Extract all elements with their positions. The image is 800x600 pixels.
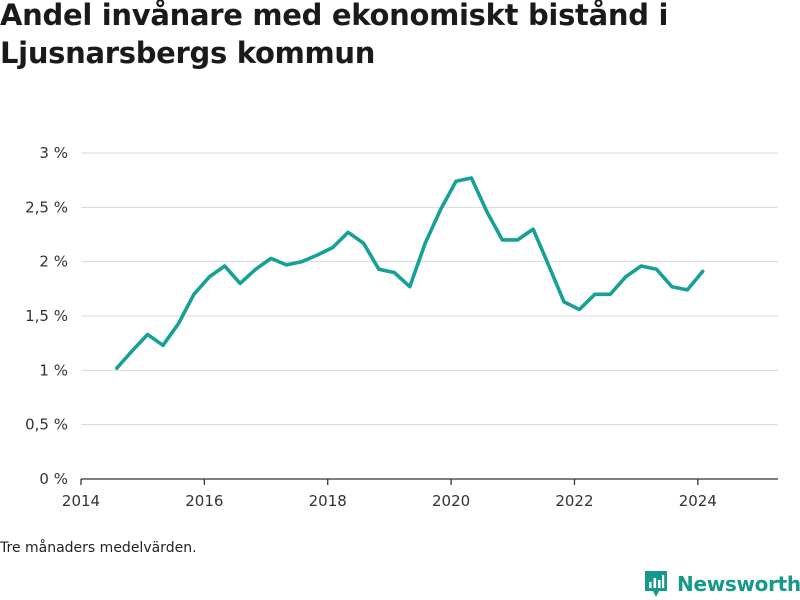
x-tick-label: 2018 xyxy=(309,492,347,510)
x-tick-label: 2024 xyxy=(679,492,717,510)
x-tick-label: 2014 xyxy=(62,492,100,510)
chart-title: Andel invånare med ekonomiskt bistånd i … xyxy=(0,0,669,70)
series-layer xyxy=(115,176,705,371)
x-axis: 2014 2016 2018 2020 2022 2024 xyxy=(62,478,778,510)
x-tick-label: 2016 xyxy=(185,492,223,510)
y-tick-label: 1,5 % xyxy=(25,307,68,325)
y-axis-tick-labels: 0 % 0,5 % 1 % 1,5 % 2 % 2,5 % 3 % xyxy=(25,144,68,488)
brand-name: Newsworthy xyxy=(677,572,800,596)
brand-logo: Newsworthy xyxy=(643,569,800,599)
y-tick-label: 0,5 % xyxy=(25,416,68,434)
newsworthy-logo-icon xyxy=(645,571,667,597)
series-line xyxy=(115,176,705,371)
y-tick-label: 1 % xyxy=(39,361,68,379)
x-tick-label: 2020 xyxy=(432,492,470,510)
y-tick-label: 3 % xyxy=(39,144,68,162)
line-chart: 0 % 0,5 % 1 % 1,5 % 2 % 2,5 % 3 % 2014 2016 2018… xyxy=(25,144,778,510)
y-tick-label: 2 % xyxy=(39,253,68,271)
y-tick-label: 2,5 % xyxy=(25,198,68,216)
chart-note: Tre månaders medelvärden. xyxy=(0,540,197,556)
grid-lines xyxy=(81,152,778,426)
x-tick-label: 2022 xyxy=(555,492,593,510)
y-tick-label: 0 % xyxy=(39,470,68,488)
